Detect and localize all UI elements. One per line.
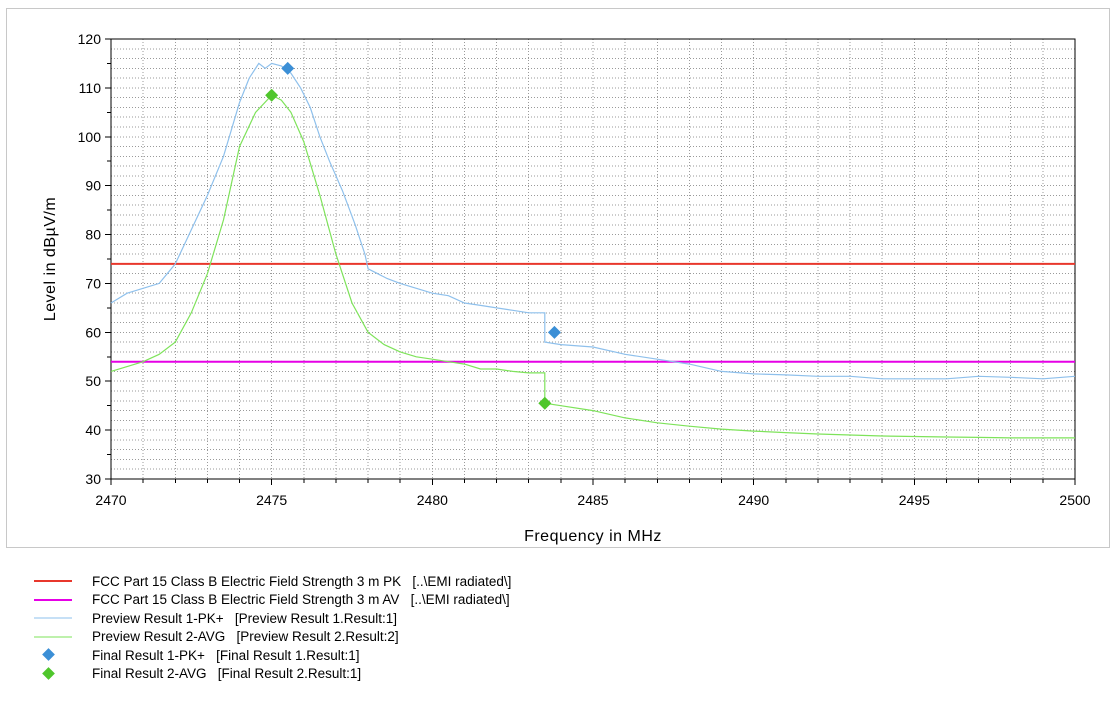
diamond-icon: [42, 648, 55, 662]
legend-label: Final Result 1-PK+ [Final Result 1.Resul…: [92, 647, 360, 663]
legend-label: Final Result 2-AVG [Final Result 2.Resul…: [92, 666, 362, 682]
y-tick-label: 60: [85, 324, 101, 340]
x-tick-label: 2480: [417, 492, 448, 508]
y-tick-label: 80: [85, 227, 101, 243]
legend-label: Preview Result 2-AVG [Preview Result 2.R…: [92, 629, 399, 645]
grid-layer: [111, 39, 1075, 479]
legend-item: Preview Result 1-PK+ [Preview Result 1.R…: [34, 609, 1084, 628]
final-result-marker: [265, 88, 279, 102]
axis-layer: 2470 2475 2480 2485 2490 2495 2500 30 40 50 60 70 80…: [78, 31, 1091, 508]
legend-swatch-final-avg: [34, 666, 72, 681]
y-tick-label: 40: [85, 422, 101, 438]
y-tick-label: 120: [78, 31, 102, 47]
legend-item: FCC Part 15 Class B Electric Field Stren…: [34, 591, 1084, 610]
marker-layer: [265, 61, 561, 410]
chart-frame: 2470 2475 2480 2485 2490 2495 2500 30 40 50 60 70 80…: [6, 8, 1110, 548]
y-tick-label: 30: [85, 471, 101, 487]
y-tick-label: 70: [85, 275, 101, 291]
y-axis-title: Level in dBµV/m: [42, 197, 59, 321]
legend-label: FCC Part 15 Class B Electric Field Stren…: [92, 592, 510, 608]
trace-line: [110, 62, 1076, 380]
series-layer: [110, 62, 1076, 439]
trace-line: [110, 94, 1075, 439]
y-tick-label: 50: [85, 373, 101, 389]
final-result-marker: [538, 396, 552, 410]
legend-item: Preview Result 2-AVG [Preview Result 2.R…: [34, 628, 1084, 647]
x-tick-label: 2475: [256, 492, 287, 508]
final-result-marker: [281, 61, 295, 75]
y-tick-label: 100: [78, 129, 102, 145]
x-tick-label: 2485: [577, 492, 608, 508]
y-tick-label: 90: [85, 178, 101, 194]
final-result-marker: [547, 325, 561, 339]
legend-swatch-final-pk: [34, 648, 72, 662]
diamond-icon: [42, 666, 55, 680]
x-tick-label: 2495: [899, 492, 930, 508]
legend-label: Preview Result 1-PK+ [Preview Result 1.R…: [92, 610, 397, 626]
legend: FCC Part 15 Class B Electric Field Stren…: [34, 572, 1084, 683]
x-tick-label: 2490: [738, 492, 769, 508]
legend-label: FCC Part 15 Class B Electric Field Stren…: [92, 573, 512, 589]
legend-swatch-preview-pk: [34, 611, 72, 625]
legend-swatch-av-limit: [34, 593, 72, 607]
legend-swatch-pk-limit: [34, 574, 72, 588]
legend-item: Final Result 2-AVG [Final Result 2.Resul…: [34, 665, 1084, 684]
x-tick-label: 2470: [95, 492, 126, 508]
x-axis-title: Frequency in MHz: [524, 528, 662, 545]
legend-item: Final Result 1-PK+ [Final Result 1.Resul…: [34, 646, 1084, 665]
legend-item: FCC Part 15 Class B Electric Field Stren…: [34, 572, 1084, 591]
y-tick-label: 110: [79, 80, 102, 96]
x-tick-label: 2500: [1059, 492, 1090, 508]
emi-plot: 2470 2475 2480 2485 2490 2495 2500 30 40 50 60 70 80…: [42, 31, 1091, 545]
legend-swatch-preview-avg: [34, 630, 72, 644]
